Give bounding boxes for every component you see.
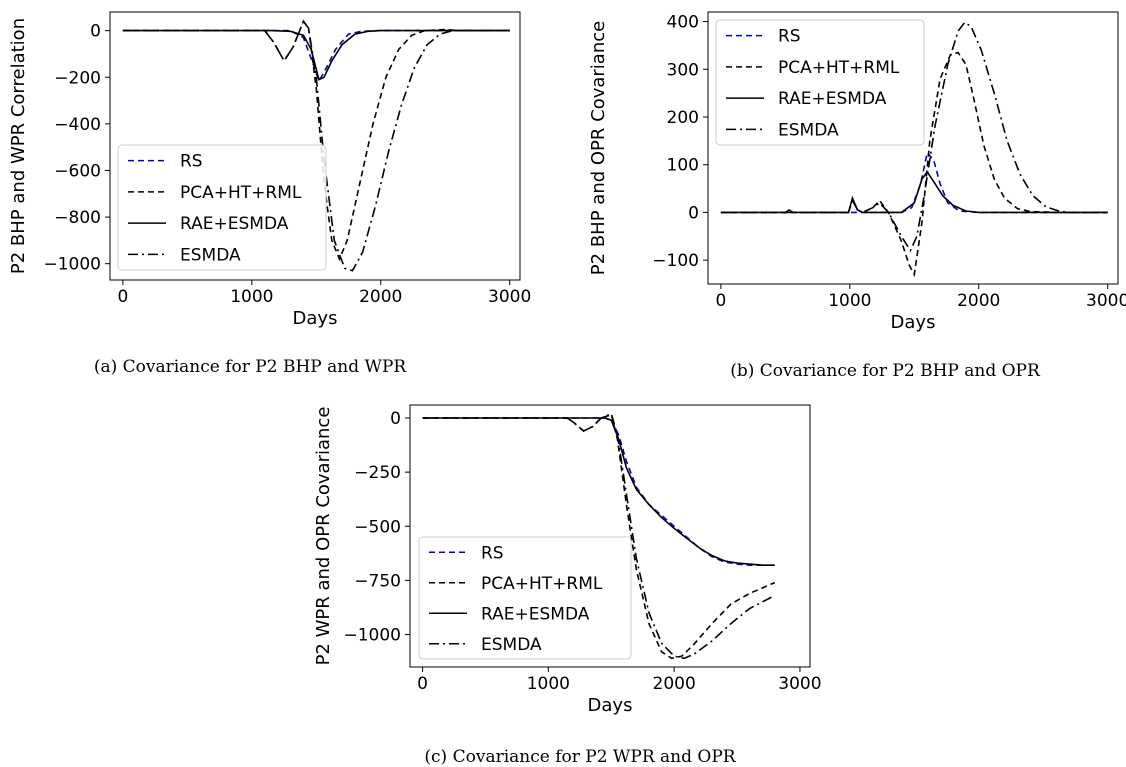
x-tick-label: 1000	[828, 291, 871, 311]
x-tick-label: 3000	[1086, 291, 1126, 311]
x-tick-label: 2000	[359, 287, 402, 307]
legend-label: ESMDA	[180, 245, 241, 265]
y-tick-label: −400	[54, 115, 101, 135]
figure-caption: (b) Covariance for P2 BHP and OPR	[730, 361, 1041, 381]
series-line-esmda	[720, 21, 1108, 253]
legend: RS PCA+HT+RML RAE+ESMDA ESMDA	[418, 536, 632, 660]
y-axis-label: P2 WPR and OPR Covariance	[313, 407, 334, 666]
legend: RS PCA+HT+RML RAE+ESMDA ESMDA	[715, 19, 925, 146]
legend-label: RAE+ESMDA	[180, 214, 289, 234]
legend-label: RAE+ESMDA	[778, 89, 887, 109]
legend-label: PCA+HT+RML	[180, 183, 302, 203]
chart-c: 0 1000 2000 3000 0 −250 −500 −750 −1000 Days P2 WP…	[313, 404, 822, 767]
y-axis-label: P2 BHP and WPR Correlation	[8, 18, 29, 274]
legend-label: RS	[481, 543, 504, 563]
y-tick-label: −600	[54, 161, 101, 181]
legend-box	[117, 144, 327, 271]
plot-frame	[707, 11, 1119, 285]
y-tick-label: 300	[667, 60, 699, 80]
x-tick-label: 0	[417, 674, 428, 694]
figure-caption: (c) Covariance for P2 WPR and OPR	[424, 747, 736, 767]
y-tick-label: −500	[354, 517, 401, 537]
legend-label: ESMDA	[778, 120, 839, 140]
y-tick-label: −100	[652, 251, 699, 271]
x-axis-label: Days	[588, 695, 633, 716]
y-tick-label: 0	[688, 203, 699, 223]
legend-label: RAE+ESMDA	[481, 604, 590, 624]
x-tick-label: 0	[117, 287, 128, 307]
y-tick-label: 100	[667, 156, 699, 176]
y-tick-label: 400	[667, 13, 699, 33]
y-tick-label: 0	[390, 409, 401, 429]
x-tick-label: 1000	[527, 674, 570, 694]
y-tick-label: −1000	[43, 255, 101, 275]
chart-b: 0 1000 2000 3000 −100 0 100 200 300 400 Days P2 BHP…	[588, 11, 1126, 381]
y-tick-label: −200	[54, 68, 101, 88]
y-tick-label: −1000	[343, 626, 401, 646]
x-tick-label: 0	[715, 291, 726, 311]
chart-a: 0 1000 2000 3000 0 −200 −400 −600 −800 −1000 Days P…	[8, 11, 531, 377]
x-tick-label: 1000	[230, 287, 273, 307]
series-line-esmda	[122, 19, 510, 272]
x-tick-label: 3000	[778, 674, 821, 694]
figure-caption: (a) Covariance for P2 BHP and WPR	[94, 357, 408, 377]
series-line-esmda	[422, 412, 776, 660]
legend-box	[418, 536, 632, 660]
series-line-rs	[122, 29, 510, 83]
series-line-rae-esmda	[422, 417, 775, 566]
x-tick-label: 2000	[653, 674, 696, 694]
legend-label: PCA+HT+RML	[481, 574, 603, 594]
legend-label: RS	[778, 27, 801, 47]
series-line-rae-esmda	[720, 170, 1108, 214]
legend-label: RS	[180, 152, 203, 172]
x-axis-label: Days	[293, 308, 338, 329]
legend-label: ESMDA	[481, 635, 542, 655]
series-line-rs	[422, 417, 775, 566]
x-axis-label: Days	[891, 312, 936, 333]
plot-frame	[409, 404, 811, 668]
y-axis-label: P2 BHP and OPR Covariance	[588, 21, 609, 275]
plot-frame	[109, 11, 521, 281]
y-tick-label: −800	[54, 208, 101, 228]
x-tick-label: 2000	[957, 291, 1000, 311]
legend-box	[715, 19, 925, 146]
y-tick-label: −250	[354, 463, 401, 483]
x-tick-label: 3000	[488, 287, 531, 307]
y-tick-label: −750	[354, 571, 401, 591]
y-tick-label: 200	[667, 108, 699, 128]
series-line-rae-esmda	[122, 29, 510, 81]
y-tick-label: 0	[90, 22, 101, 42]
legend: RS PCA+HT+RML RAE+ESMDA ESMDA	[117, 144, 327, 271]
legend-label: PCA+HT+RML	[778, 58, 900, 78]
